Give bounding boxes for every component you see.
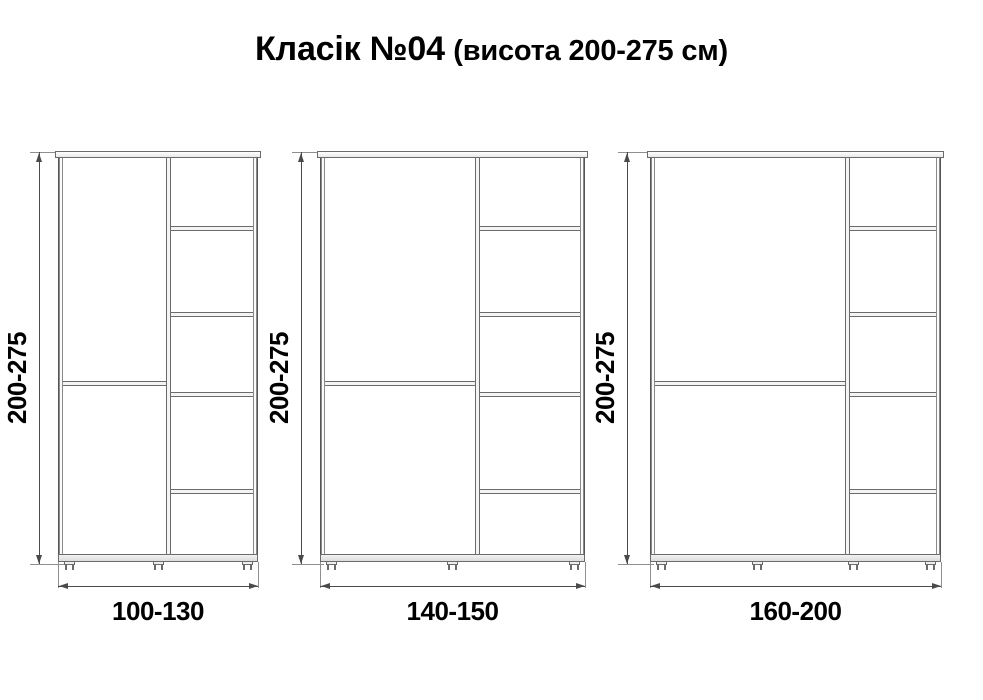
extension-line-top	[30, 152, 60, 153]
height-dimension-line	[301, 152, 302, 564]
page-title: Класік №04 (висота 200-275 см)	[0, 30, 983, 69]
cabinet-leg	[64, 561, 75, 570]
page-title-model: Класік №04	[255, 30, 445, 68]
dimension-arrow-left	[59, 583, 68, 589]
cabinet-leg	[153, 561, 164, 570]
dimension-arrow-down	[624, 555, 630, 564]
page-title-height-note: (висота 200-275 см)	[453, 35, 728, 67]
dimension-arrow-up	[36, 153, 42, 162]
extension-line-bottom	[30, 564, 64, 565]
cabinet-vertical-divider	[475, 158, 480, 554]
dimension-arrow-down	[298, 555, 304, 564]
cabinet-right-side-panel	[253, 158, 257, 554]
cabinet-carcass	[58, 157, 258, 562]
height-dimension-line	[627, 152, 628, 564]
width-dimension-label: 140-150	[406, 596, 499, 626]
cabinet-leg	[656, 561, 667, 570]
cabinet-right-side-panel	[580, 158, 584, 554]
extension-line-bottom	[618, 564, 654, 565]
width-dimension-line	[58, 586, 258, 587]
cabinet-leg	[848, 561, 859, 570]
cabinet-leg	[925, 561, 936, 570]
right-column-shelf-2	[480, 312, 580, 317]
right-column-shelf-3	[171, 392, 253, 397]
cabinet-vertical-divider	[845, 158, 850, 554]
extension-line-left	[58, 562, 59, 588]
cabinet-left-side-panel	[321, 158, 325, 554]
cabinet-leg	[752, 561, 763, 570]
extension-line-left	[320, 562, 321, 588]
left-section-shelf-1	[63, 381, 166, 386]
dimension-arrow-up	[624, 153, 630, 162]
extension-line-top	[292, 152, 320, 153]
extension-line-right	[941, 562, 942, 588]
width-dimension-label: 160-200	[749, 596, 842, 626]
cabinet-top-panel	[647, 151, 944, 158]
cabinet-leg	[242, 561, 253, 570]
width-dimension-label: 100-130	[112, 596, 204, 626]
cabinet-carcass	[320, 157, 585, 562]
height-dimension-label: 200-275	[590, 332, 620, 424]
width-dimension-line	[320, 586, 585, 587]
right-column-shelf-3	[850, 392, 936, 397]
extension-line-left	[650, 562, 651, 588]
right-column-shelf-1	[850, 226, 936, 231]
cabinet-base-panel	[650, 554, 941, 562]
right-column-shelf-4	[171, 489, 253, 494]
cabinet-leg	[447, 561, 458, 570]
right-column-shelf-4	[480, 489, 580, 494]
cabinet-leg	[326, 561, 337, 570]
height-dimension-line	[39, 152, 40, 564]
right-column-shelf-3	[480, 392, 580, 397]
cabinet-right-side-panel	[936, 158, 940, 554]
right-column-shelf-2	[171, 312, 253, 317]
wardrobe-figure-2: 200-275 140-150	[264, 151, 588, 626]
extension-line-right	[258, 562, 259, 588]
left-section-shelf-1	[325, 381, 475, 386]
extension-line-bottom	[292, 564, 324, 565]
cabinet-leg	[569, 561, 580, 570]
wardrobe-figure-1: 200-275 100-130	[0, 0, 300, 700]
right-column-shelf-4	[850, 489, 936, 494]
left-section-shelf-1	[655, 381, 845, 386]
cabinet-top-panel	[317, 151, 588, 158]
cabinet-left-side-panel	[651, 158, 655, 554]
dimension-arrow-right	[576, 583, 585, 589]
dimension-arrow-right	[932, 583, 941, 589]
extension-line-top	[618, 152, 650, 153]
width-dimension-line	[650, 586, 941, 587]
cabinet-top-panel	[55, 151, 261, 158]
right-column-shelf-2	[850, 312, 936, 317]
cabinet-vertical-divider	[166, 158, 171, 554]
cabinet-left-side-panel	[59, 158, 63, 554]
dimension-arrow-up	[298, 153, 304, 162]
right-column-shelf-1	[171, 226, 253, 231]
extension-line-right	[585, 562, 586, 588]
cabinet-carcass	[650, 157, 941, 562]
dimension-arrow-left	[651, 583, 660, 589]
dimension-arrow-down	[36, 555, 42, 564]
dimension-arrow-right	[249, 583, 258, 589]
right-column-shelf-1	[480, 226, 580, 231]
dimension-arrow-left	[321, 583, 330, 589]
